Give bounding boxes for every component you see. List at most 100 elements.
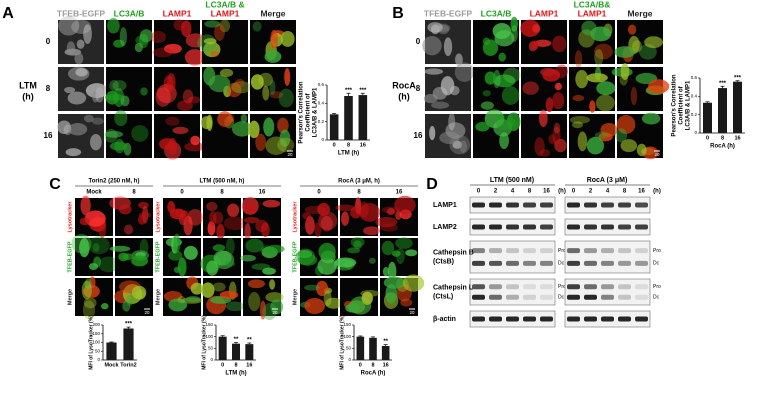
x-tick-label: 0	[333, 142, 336, 148]
cell-blob	[554, 82, 562, 91]
cell-blob	[265, 292, 284, 303]
bar	[358, 95, 368, 140]
micrograph	[250, 20, 296, 64]
cell-blob	[57, 120, 72, 134]
cell-blob	[79, 217, 90, 226]
column-header: TFEB-EGFP	[424, 8, 472, 18]
micrograph	[521, 64, 569, 113]
micrograph	[422, 20, 471, 66]
bar	[344, 96, 353, 140]
y-axis-label: Coefficient of	[306, 92, 312, 131]
cell-blob	[85, 83, 108, 99]
micrograph	[154, 67, 201, 111]
row-label: Lysotracker	[292, 201, 298, 233]
cell-blob	[632, 40, 643, 53]
cell-blob	[296, 248, 316, 265]
cell-blob	[381, 240, 395, 256]
cell-blob	[317, 202, 330, 216]
row-label: 16	[414, 131, 423, 140]
cell-blob	[88, 236, 110, 255]
cell-blob	[206, 260, 219, 276]
row-label: LAMP1	[433, 202, 457, 209]
row-label: Merge	[67, 289, 73, 305]
lane-label: 2	[494, 189, 498, 195]
row-label: (CtsB)	[433, 258, 454, 265]
blot-band	[584, 294, 597, 300]
cell-blob	[210, 50, 220, 58]
lane-label: 2	[589, 189, 593, 195]
row-label: LAMP2	[433, 224, 457, 231]
y-tick-label: 100	[205, 334, 213, 339]
cell-blob	[368, 257, 376, 264]
cell-blob	[572, 94, 585, 102]
micrograph	[241, 197, 281, 241]
lane-label: 8	[528, 189, 532, 195]
blot-band	[567, 202, 580, 208]
x-axis-label: LTM (h)	[338, 151, 359, 157]
cell-blob	[494, 30, 515, 47]
micrograph	[243, 278, 284, 321]
lane-label: 4	[511, 189, 515, 195]
cell-blob	[571, 121, 584, 129]
blot-band	[523, 202, 536, 208]
y-axis-label: MFI of LysoTracker (%)	[88, 315, 94, 370]
cell-blob	[181, 210, 189, 223]
cell-blob	[204, 20, 221, 28]
blot-band	[601, 294, 614, 300]
significance: **	[247, 338, 252, 344]
column-header: 16	[396, 190, 403, 196]
cell-blob	[522, 81, 539, 95]
cell-blob	[107, 17, 120, 34]
x-tick-label: 0	[359, 362, 362, 368]
blot-band	[489, 224, 502, 230]
cell-blob	[212, 244, 226, 252]
cell-blob	[501, 86, 520, 105]
cell-blob	[644, 36, 663, 49]
cell-blob	[475, 121, 490, 132]
cell-blob	[574, 50, 583, 68]
blot-band	[472, 294, 485, 300]
y-axis-label: LC3A/B & LAMP1	[313, 87, 319, 137]
cell-blob	[137, 214, 147, 225]
micrograph	[163, 198, 203, 236]
band-label: Dc	[653, 261, 660, 267]
cell-blob	[244, 204, 259, 213]
cell-blob	[122, 253, 134, 261]
cell-blob	[92, 243, 100, 252]
blot-band	[584, 202, 597, 208]
cell-blob	[627, 24, 637, 35]
micrograph	[201, 278, 245, 316]
blot-band	[584, 316, 597, 322]
cell-blob	[104, 130, 123, 138]
x-axis-label: RocA (h)	[710, 144, 735, 150]
micrograph	[296, 238, 338, 276]
row-label: 0	[416, 37, 421, 46]
cell-blob	[262, 199, 281, 208]
cell-blob	[594, 43, 613, 60]
cell-blob	[318, 242, 336, 261]
cell-blob	[304, 284, 320, 291]
bar	[718, 88, 727, 133]
column-header: LAMP1	[530, 8, 559, 18]
cell-blob	[334, 257, 357, 268]
cell-blob	[284, 68, 291, 86]
scale-bar-label: 20	[287, 152, 293, 157]
group-title: RocA (3 μM)	[587, 177, 628, 184]
cell-blob	[382, 266, 390, 277]
micrograph	[114, 278, 153, 316]
blot-band	[601, 202, 614, 208]
cell-blob	[454, 62, 475, 83]
cell-blob	[641, 112, 661, 125]
lane-label: 8	[623, 189, 627, 195]
cell-blob	[187, 208, 203, 226]
bar	[123, 328, 134, 360]
cell-blob	[482, 90, 491, 97]
cell-blob	[616, 114, 636, 135]
cell-blob	[247, 279, 265, 289]
cell-blob	[58, 16, 80, 36]
cell-blob	[150, 30, 166, 44]
cell-blob	[201, 282, 215, 298]
cell-blob	[395, 237, 413, 249]
cell-blob	[262, 267, 276, 275]
cell-blob	[234, 78, 245, 89]
